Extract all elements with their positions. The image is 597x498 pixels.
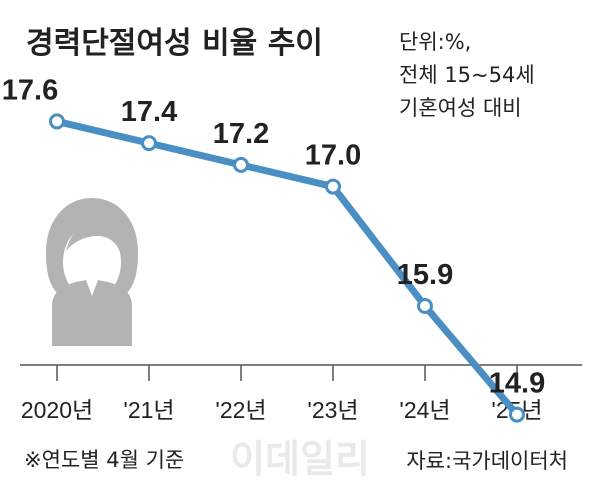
value-label: 17.4	[121, 96, 177, 128]
source: 자료:국가데이터처	[406, 449, 568, 473]
x-tick-label: '23년	[307, 397, 358, 423]
x-ticks	[56, 365, 518, 381]
data-point	[49, 113, 65, 130]
x-tick-label: 2020년	[21, 397, 93, 423]
woman-silhouette-icon	[46, 198, 138, 346]
unit-note-line-3: 기혼여성 대비	[399, 96, 522, 120]
series-line	[53, 117, 521, 419]
footnote: ※연도별 4월 기준	[24, 448, 184, 472]
value-label: 17.6	[2, 74, 58, 106]
watermark: 이데일리	[230, 437, 370, 481]
unit-note-line-1: 단위:%,	[399, 30, 471, 54]
x-tick-labels: 2020년'21년'22년'23년'24년'25년	[21, 397, 543, 423]
value-labels: 17.6 17.4 17.2 17.0 15.9 14.9	[2, 74, 545, 399]
x-tick-label: '22년	[215, 397, 266, 423]
data-point	[233, 156, 249, 173]
data-points	[49, 113, 525, 423]
data-point	[509, 406, 525, 423]
data-point	[141, 135, 157, 152]
value-label: 17.0	[305, 140, 361, 172]
value-label: 17.2	[213, 118, 269, 150]
data-point	[417, 298, 433, 314]
unit-note-line-2: 전체 15~54세	[399, 63, 535, 87]
value-label: 14.9	[489, 368, 545, 400]
chart-title: 경력단절여성 비율 추이	[26, 26, 323, 61]
data-point	[325, 178, 341, 195]
x-tick-label: '21년	[123, 397, 174, 423]
value-label: 15.9	[397, 259, 453, 291]
x-tick-label: '24년	[399, 397, 450, 423]
